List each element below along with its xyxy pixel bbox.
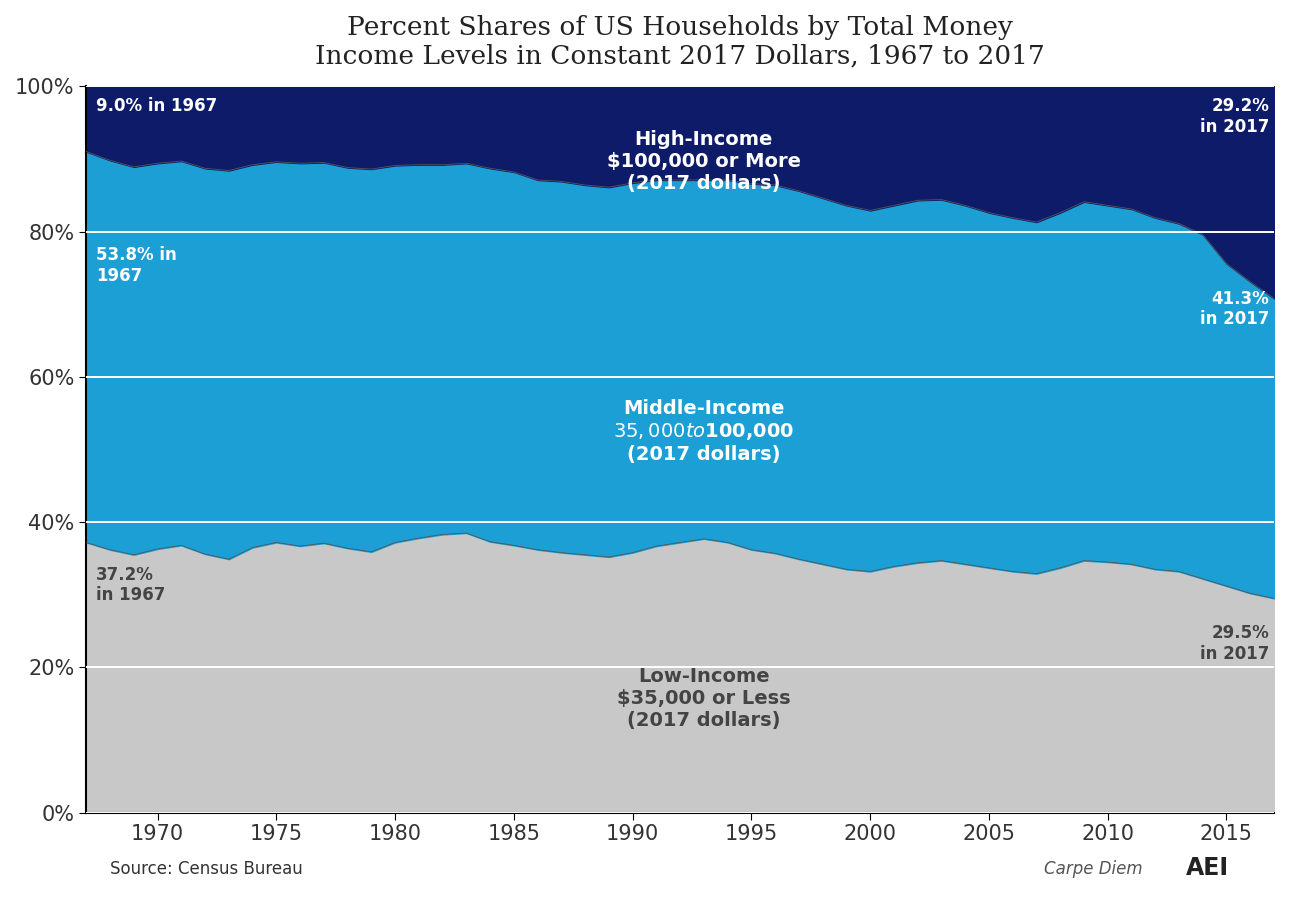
Title: Percent Shares of US Households by Total Money
Income Levels in Constant 2017 Do: Percent Shares of US Households by Total… (316, 15, 1045, 69)
Text: 29.5%
in 2017: 29.5% in 2017 (1200, 624, 1270, 662)
Text: Carpe Diem: Carpe Diem (1044, 860, 1143, 878)
Text: AEI: AEI (1186, 856, 1228, 880)
Text: Low-Income
$35,000 or Less
(2017 dollars): Low-Income $35,000 or Less (2017 dollars… (617, 668, 790, 731)
Text: 41.3%
in 2017: 41.3% in 2017 (1200, 290, 1270, 328)
Text: 37.2%
in 1967: 37.2% in 1967 (95, 566, 165, 605)
Text: High-Income
$100,000 or More
(2017 dollars): High-Income $100,000 or More (2017 dolla… (607, 130, 800, 193)
Text: 9.0% in 1967: 9.0% in 1967 (95, 97, 217, 115)
Text: Middle-Income
$35,000 to $100,000
(2017 dollars): Middle-Income $35,000 to $100,000 (2017 … (614, 399, 794, 464)
Text: Source: Census Bureau: Source: Census Bureau (110, 860, 303, 878)
Text: 53.8% in
1967: 53.8% in 1967 (95, 246, 177, 284)
Text: 29.2%
in 2017: 29.2% in 2017 (1200, 97, 1270, 136)
